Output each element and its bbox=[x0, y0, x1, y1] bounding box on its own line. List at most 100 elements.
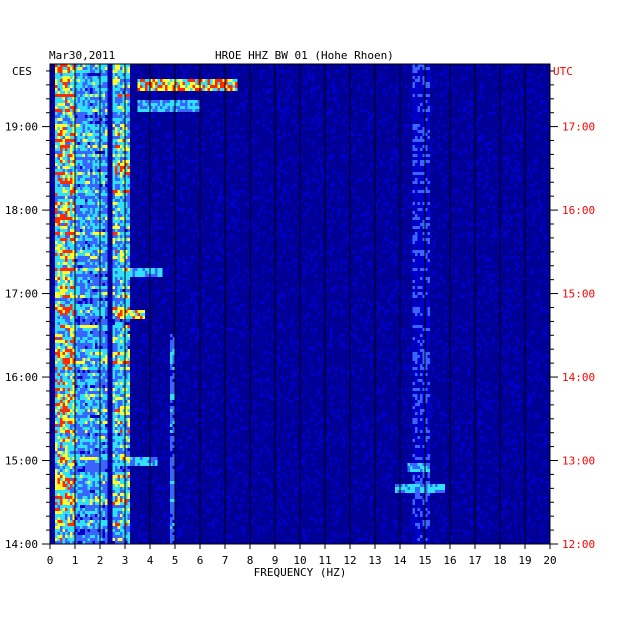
heatmap-cell bbox=[215, 82, 218, 85]
heatmap-cell bbox=[380, 73, 383, 76]
heatmap-cell bbox=[430, 109, 433, 112]
heatmap-cell bbox=[132, 238, 135, 241]
heatmap-cell bbox=[460, 79, 463, 82]
heatmap-cell bbox=[460, 211, 463, 214]
heatmap-cell bbox=[92, 178, 95, 181]
heatmap-cell bbox=[75, 148, 78, 151]
heatmap-cell bbox=[350, 178, 353, 181]
heatmap-cell bbox=[57, 202, 60, 205]
heatmap-cell bbox=[522, 172, 525, 175]
heatmap-cell bbox=[90, 124, 93, 127]
heatmap-cell bbox=[390, 85, 393, 88]
heatmap-cell bbox=[425, 220, 428, 223]
heatmap-cell bbox=[405, 124, 408, 127]
heatmap-cell bbox=[362, 235, 365, 238]
heatmap-cell bbox=[445, 196, 448, 199]
heatmap-cell bbox=[472, 235, 475, 238]
heatmap-cell bbox=[90, 136, 93, 139]
heatmap-cell bbox=[100, 268, 103, 271]
heatmap-cell bbox=[497, 154, 500, 157]
heatmap-cell bbox=[417, 226, 420, 229]
heatmap-cell bbox=[300, 238, 303, 241]
heatmap-cell bbox=[87, 262, 90, 265]
heatmap-cell bbox=[135, 265, 138, 268]
heatmap-cell bbox=[115, 94, 118, 97]
heatmap-cell bbox=[117, 172, 120, 175]
heatmap-cell bbox=[390, 163, 393, 166]
heatmap-cell bbox=[95, 193, 98, 196]
heatmap-cell bbox=[105, 244, 108, 247]
heatmap-cell bbox=[282, 190, 285, 193]
heatmap-cell bbox=[95, 82, 98, 85]
heatmap-cell bbox=[102, 193, 105, 196]
heatmap-cell bbox=[412, 253, 415, 256]
heatmap-cell bbox=[535, 181, 538, 184]
heatmap-cell bbox=[185, 82, 188, 85]
heatmap-cell bbox=[272, 271, 275, 274]
heatmap-cell bbox=[127, 193, 130, 196]
heatmap-cell bbox=[152, 106, 155, 109]
heatmap-cell bbox=[152, 94, 155, 97]
heatmap-cell bbox=[60, 205, 63, 208]
heatmap-cell bbox=[280, 223, 283, 226]
heatmap-cell bbox=[60, 202, 63, 205]
heatmap-cell bbox=[90, 256, 93, 259]
heatmap-cell bbox=[162, 226, 165, 229]
heatmap-cell bbox=[175, 109, 178, 112]
heatmap-cell bbox=[385, 181, 388, 184]
heatmap-cell bbox=[412, 109, 415, 112]
heatmap-cell bbox=[317, 235, 320, 238]
heatmap-cell bbox=[57, 253, 60, 256]
heatmap-cell bbox=[242, 190, 245, 193]
heatmap-cell bbox=[97, 199, 100, 202]
heatmap-cell bbox=[82, 151, 85, 154]
heatmap-cell bbox=[182, 163, 185, 166]
heatmap-cell bbox=[72, 175, 75, 178]
heatmap-cell bbox=[305, 79, 308, 82]
heatmap-cell bbox=[422, 163, 425, 166]
heatmap-cell bbox=[67, 157, 70, 160]
heatmap-cell bbox=[80, 238, 83, 241]
heatmap-cell bbox=[67, 202, 70, 205]
heatmap-cell bbox=[122, 148, 125, 151]
heatmap-cell bbox=[137, 127, 140, 130]
heatmap-cell bbox=[427, 250, 430, 253]
heatmap-cell bbox=[167, 172, 170, 175]
heatmap-cell bbox=[262, 253, 265, 256]
heatmap-cell bbox=[80, 115, 83, 118]
heatmap-cell bbox=[67, 205, 70, 208]
heatmap-cell bbox=[275, 67, 278, 70]
heatmap-cell bbox=[105, 220, 108, 223]
heatmap-cell bbox=[57, 169, 60, 172]
heatmap-cell bbox=[357, 88, 360, 91]
heatmap-cell bbox=[150, 157, 153, 160]
heatmap-cell bbox=[420, 253, 423, 256]
heatmap-cell bbox=[330, 268, 333, 271]
heatmap-cell bbox=[115, 187, 118, 190]
heatmap-cell bbox=[455, 190, 458, 193]
heatmap-cell bbox=[465, 187, 468, 190]
heatmap-cell bbox=[320, 253, 323, 256]
heatmap-cell bbox=[180, 100, 183, 103]
heatmap-cell bbox=[397, 91, 400, 94]
heatmap-cell bbox=[122, 133, 125, 136]
heatmap-cell bbox=[72, 91, 75, 94]
heatmap-cell bbox=[325, 139, 328, 142]
heatmap-cell bbox=[327, 220, 330, 223]
heatmap-cell bbox=[157, 268, 160, 271]
heatmap-cell bbox=[372, 232, 375, 235]
heatmap-cell bbox=[230, 145, 233, 148]
heatmap-cell bbox=[127, 175, 130, 178]
heatmap-cell bbox=[115, 97, 118, 100]
heatmap-cell bbox=[67, 142, 70, 145]
heatmap-cell bbox=[207, 82, 210, 85]
heatmap-cell bbox=[122, 226, 125, 229]
heatmap-cell bbox=[65, 235, 68, 238]
heatmap-cell bbox=[505, 208, 508, 211]
heatmap-cell bbox=[57, 256, 60, 259]
heatmap-cell bbox=[417, 253, 420, 256]
heatmap-cell bbox=[367, 205, 370, 208]
heatmap-cell bbox=[447, 73, 450, 76]
heatmap-cell bbox=[82, 187, 85, 190]
heatmap-cell bbox=[240, 127, 243, 130]
